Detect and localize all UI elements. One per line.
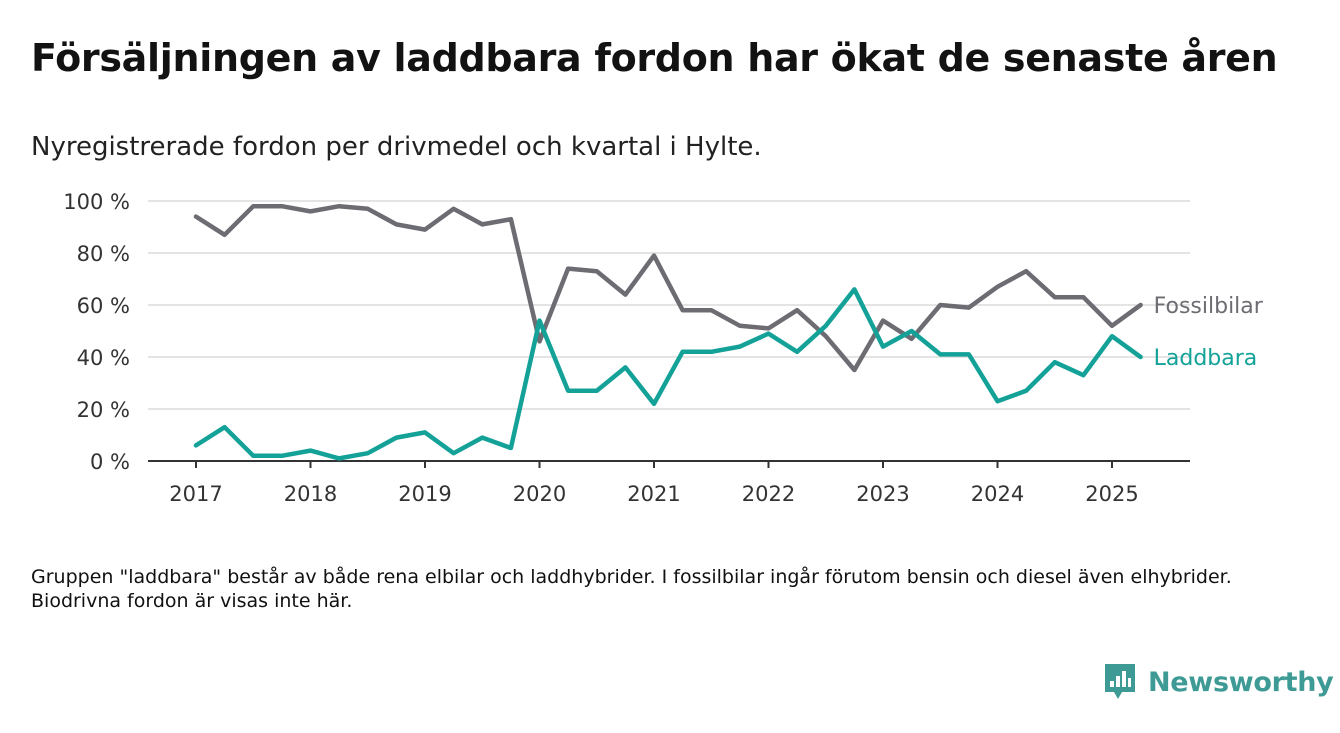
line-chart: 0 % 20 % 40 % 60 % 80 % 100 % 2017 2018 2019 202… (63, 190, 1264, 506)
x-tick-label: 2022 (742, 482, 795, 506)
x-tick-label: 2018 (284, 482, 337, 506)
chart-subtitle: Nyregistrerade fordon per drivmedel och … (31, 132, 762, 162)
x-tick-label: 2020 (513, 482, 566, 506)
x-tick-label: 2023 (856, 482, 909, 506)
series-label-fossilbilar: Fossilbilar (1154, 294, 1264, 319)
y-tick-label: 40 % (77, 346, 130, 370)
x-tick-label: 2019 (398, 482, 451, 506)
series-label-laddbara: Laddbara (1154, 346, 1258, 371)
x-axis: 2017 2018 2019 2020 2021 2022 2023 2024 2025 (148, 460, 1190, 506)
footnote: Gruppen "laddbara" består av både rena e… (31, 566, 1232, 612)
x-tick-label: 2024 (971, 482, 1024, 506)
series-line-fossilbilar (193, 203, 1143, 373)
gridlines: 0 % 20 % 40 % 60 % 80 % 100 % (63, 190, 1190, 474)
y-tick-label: 100 % (63, 190, 130, 214)
y-tick-label: 0 % (90, 450, 130, 474)
newsworthy-logo-icon (1105, 664, 1135, 699)
brand-logo[interactable]: Newsworthy (1102, 662, 1334, 702)
series-line-laddbara (193, 287, 1143, 461)
x-tick-label: 2025 (1085, 482, 1138, 506)
series-labels: Fossilbilar Laddbara (1154, 294, 1264, 371)
chart-title: Försäljningen av laddbara fordon har öka… (31, 36, 1278, 80)
series-lines (193, 203, 1143, 461)
y-tick-label: 20 % (77, 398, 130, 422)
x-tick-label: 2021 (627, 482, 680, 506)
x-tick-label: 2017 (169, 482, 222, 506)
brand-name: Newsworthy (1148, 666, 1334, 698)
y-tick-label: 80 % (77, 242, 130, 266)
y-tick-label: 60 % (77, 294, 130, 318)
